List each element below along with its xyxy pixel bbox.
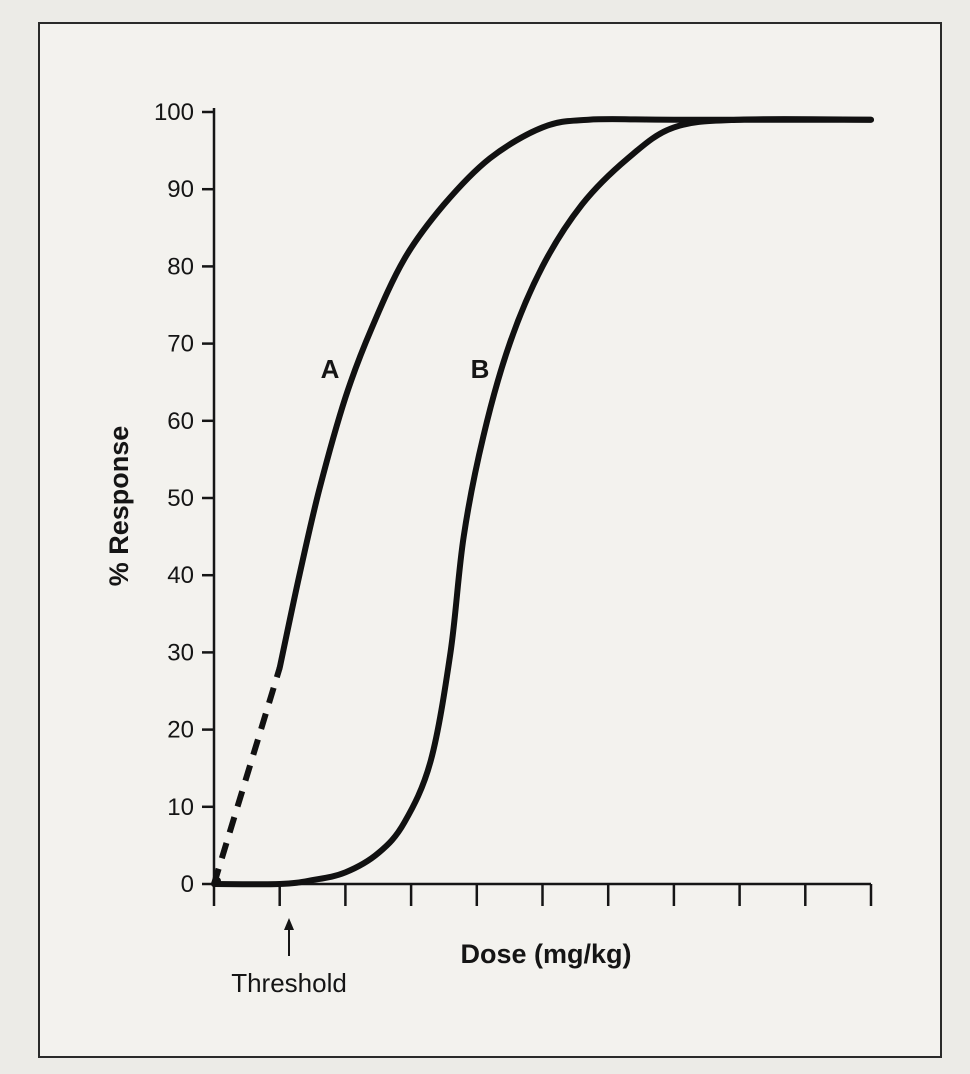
series-a-extrapolated-line — [211, 666, 283, 885]
y-tick-label: 80 — [167, 253, 194, 280]
series-label-b: B — [471, 354, 490, 384]
series-b-line — [211, 116, 874, 888]
origin-point — [213, 877, 221, 885]
y-axis-title: % Response — [104, 426, 134, 587]
figure-frame — [38, 22, 942, 1058]
threshold-label: Threshold — [231, 968, 347, 998]
x-axis-title: Dose (mg/kg) — [460, 939, 631, 969]
y-tick-label: 60 — [167, 408, 194, 435]
x-ticks — [212, 884, 873, 906]
y-tick-label: 100 — [154, 99, 194, 126]
y-ticks: 0 10 20 30 40 50 60 70 80 90 100 — [154, 99, 214, 898]
y-tick-label: 20 — [167, 717, 194, 744]
series-layer — [211, 116, 874, 888]
series-label-a: A — [321, 354, 340, 384]
threshold-arrow-head — [284, 918, 294, 930]
y-tick-label: 0 — [181, 871, 194, 898]
y-tick-label: 30 — [167, 639, 194, 666]
y-tick-label: 70 — [167, 331, 194, 358]
y-tick-label: 90 — [167, 176, 194, 203]
series-a-line — [276, 116, 874, 671]
y-tick-label: 40 — [167, 562, 194, 589]
y-tick-label: 10 — [167, 794, 194, 821]
axes — [212, 108, 871, 886]
y-tick-label: 50 — [167, 485, 194, 512]
threshold-annotation: Threshold — [231, 918, 347, 998]
